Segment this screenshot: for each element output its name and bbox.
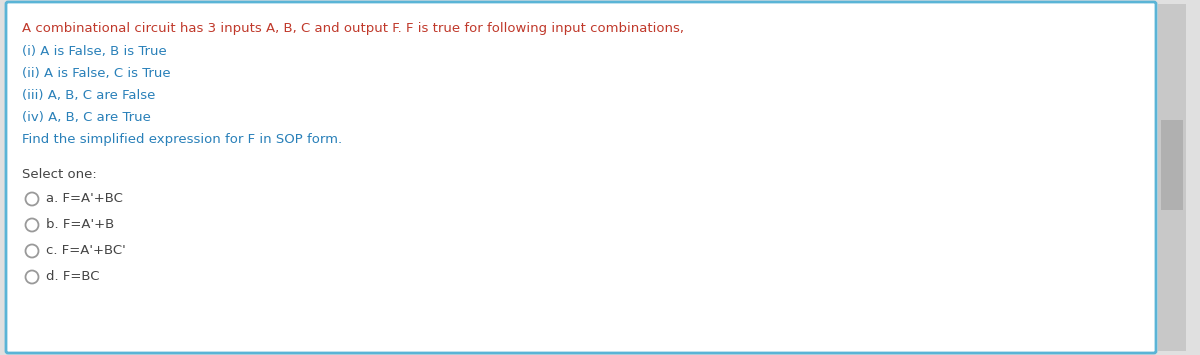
Text: (i) A is False, B is True: (i) A is False, B is True	[22, 45, 167, 58]
Text: (ii) A is False, C is True: (ii) A is False, C is True	[22, 67, 170, 80]
Text: b. F=A'+B: b. F=A'+B	[47, 218, 115, 231]
Text: (iii) A, B, C are False: (iii) A, B, C are False	[22, 89, 155, 102]
Text: c. F=A'+BC': c. F=A'+BC'	[47, 244, 126, 257]
Text: Find the simplified expression for F in SOP form.: Find the simplified expression for F in …	[22, 133, 342, 146]
Text: d. F=BC: d. F=BC	[47, 270, 100, 283]
Text: A combinational circuit has 3 inputs A, B, C and output F. F is true for followi: A combinational circuit has 3 inputs A, …	[22, 22, 684, 35]
Bar	[1162, 120, 1183, 210]
FancyBboxPatch shape	[6, 2, 1156, 353]
Bar	[1158, 4, 1186, 351]
Text: (iv) A, B, C are True: (iv) A, B, C are True	[22, 111, 151, 124]
Text: a. F=A'+BC: a. F=A'+BC	[47, 192, 124, 205]
Text: Select one:: Select one:	[22, 168, 97, 181]
